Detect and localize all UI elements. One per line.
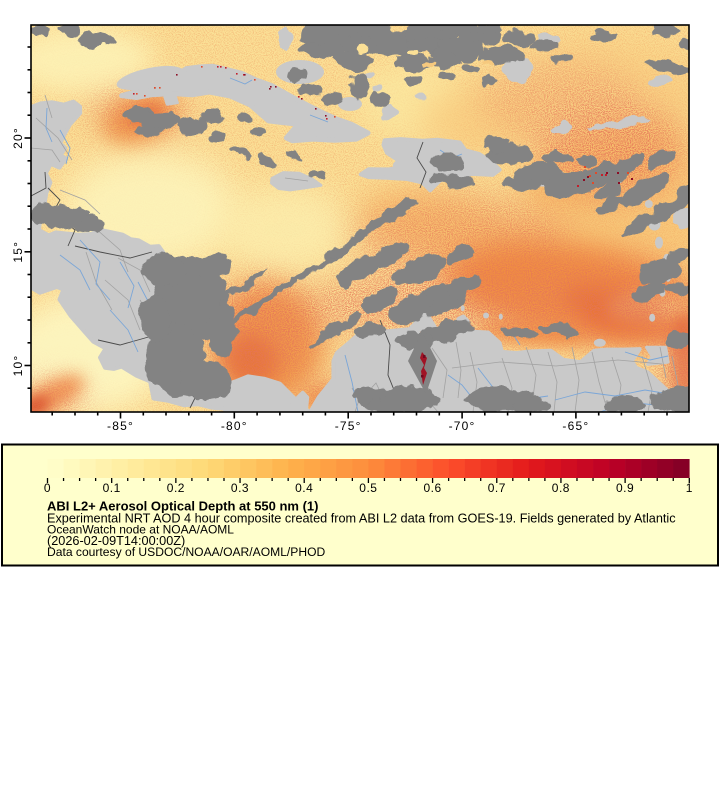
svg-text:0.6: 0.6 <box>424 481 442 495</box>
svg-text:1: 1 <box>686 481 693 495</box>
svg-text:0.7: 0.7 <box>488 481 506 495</box>
svg-text:0.5: 0.5 <box>359 481 377 495</box>
svg-text:15°: 15° <box>11 241 25 263</box>
svg-text:Data courtesy of USDOC/NOAA/OA: Data courtesy of USDOC/NOAA/OAR/AOML/PHO… <box>47 545 325 559</box>
svg-text:10°: 10° <box>11 355 25 377</box>
svg-text:0.9: 0.9 <box>616 481 634 495</box>
svg-text:-80°: -80° <box>221 419 248 433</box>
svg-text:Experimental NRT AOD 4 hour co: Experimental NRT AOD 4 hour composite cr… <box>47 512 676 526</box>
svg-text:-70°: -70° <box>449 419 476 433</box>
svg-text:0.8: 0.8 <box>552 481 570 495</box>
svg-text:(2026-02-09T14:00:00Z): (2026-02-09T14:00:00Z) <box>47 534 185 548</box>
svg-text:-75°: -75° <box>335 419 362 433</box>
svg-text:0.2: 0.2 <box>167 481 185 495</box>
svg-text:0.1: 0.1 <box>103 481 121 495</box>
svg-text:0.4: 0.4 <box>295 481 313 495</box>
svg-text:0.3: 0.3 <box>231 481 249 495</box>
svg-text:-85°: -85° <box>107 419 134 433</box>
svg-text:-65°: -65° <box>562 419 589 433</box>
svg-text:0: 0 <box>44 481 51 495</box>
svg-text:OceanWatch node at NOAA/AOML: OceanWatch node at NOAA/AOML <box>47 523 234 537</box>
svg-text:20°: 20° <box>11 127 25 149</box>
svg-text:ABI L2+ Aerosol Optical Depth: ABI L2+ Aerosol Optical Depth at 550 nm … <box>47 499 319 514</box>
